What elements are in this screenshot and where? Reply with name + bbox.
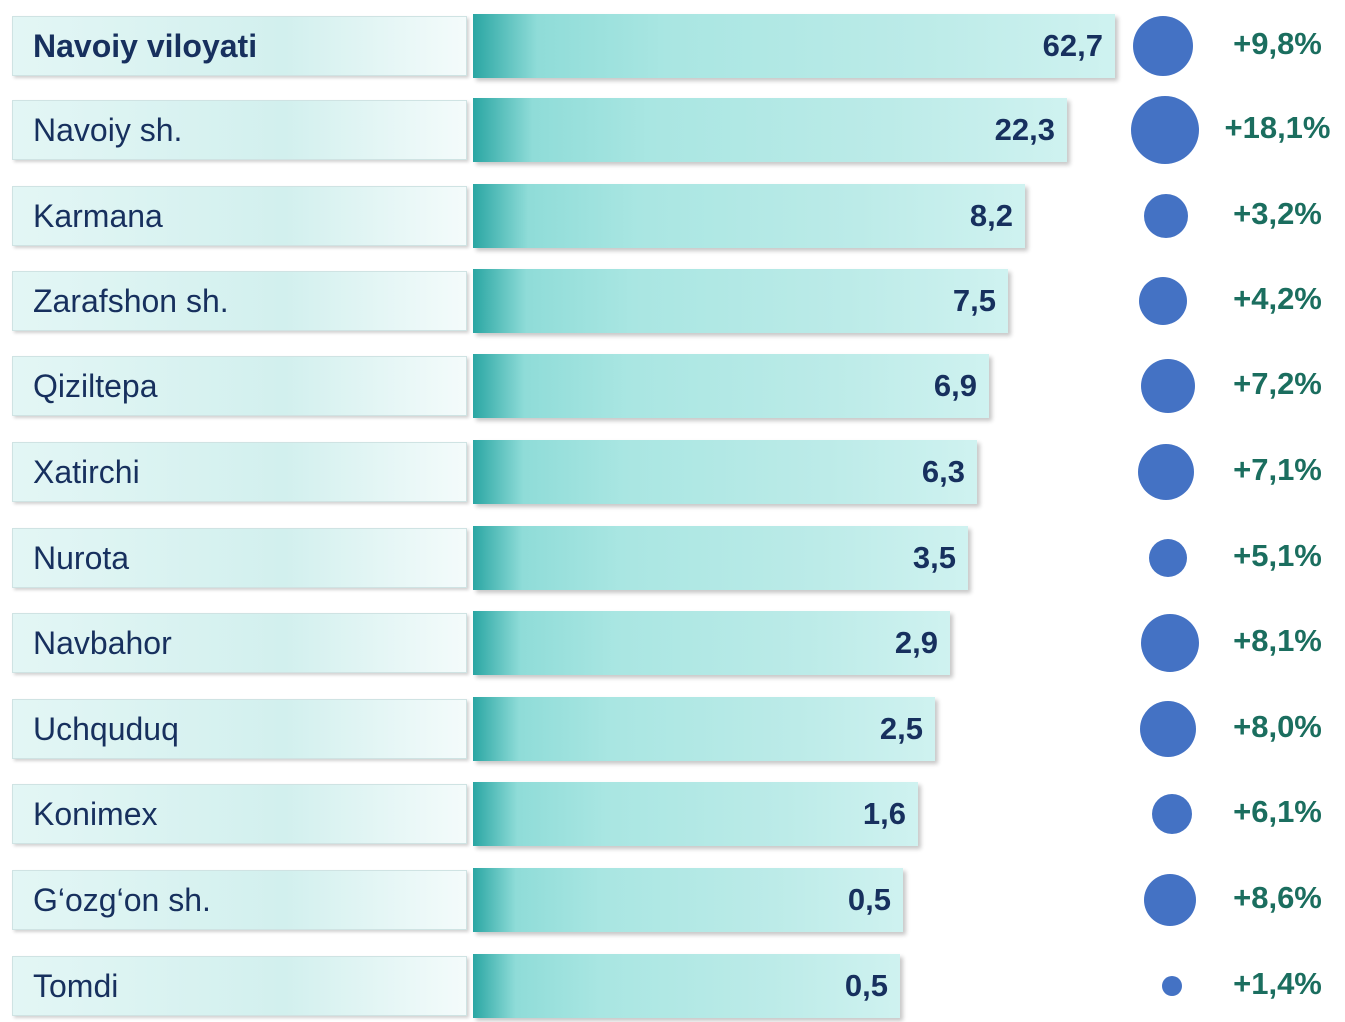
change-dot	[1141, 614, 1199, 672]
change-label: +18,1%	[1224, 110, 1331, 145]
change-dot	[1149, 539, 1187, 577]
row-label: Karmana	[12, 186, 467, 246]
bar: 0,5	[473, 954, 900, 1018]
change-dot	[1131, 96, 1199, 164]
row-label: Navoiy viloyati	[12, 16, 467, 76]
row-label: Navoiy sh.	[12, 100, 467, 160]
change-label: +7,1%	[1233, 452, 1322, 487]
bar: 2,9	[473, 611, 950, 675]
row-label: Tomdi	[12, 956, 467, 1016]
change-label: +8,0%	[1233, 709, 1322, 744]
change-label: +8,6%	[1233, 880, 1322, 915]
change-dot	[1144, 194, 1188, 238]
row-label: Konimex	[12, 784, 467, 844]
row-label: Xatirchi	[12, 442, 467, 502]
row: Konimex 1,6 +6,1%	[0, 780, 1345, 850]
row: G‘ozg‘on sh. 0,5 +8,6%	[0, 866, 1345, 936]
bar: 7,5	[473, 269, 1008, 333]
change-dot	[1141, 359, 1195, 413]
bar: 6,3	[473, 440, 977, 504]
bar: 6,9	[473, 354, 989, 418]
row: Karmana 8,2 +3,2%	[0, 182, 1345, 252]
change-dot	[1152, 794, 1192, 834]
change-label: +3,2%	[1233, 196, 1322, 231]
bar: 0,5	[473, 868, 903, 932]
change-dot	[1139, 277, 1187, 325]
row: Qiziltepa 6,9 +7,2%	[0, 352, 1345, 422]
row: Navoiy viloyati 62,7 +9,8%	[0, 12, 1345, 82]
row: Navoiy sh. 22,3 +18,1%	[0, 96, 1345, 166]
change-label: +8,1%	[1233, 623, 1322, 658]
bar: 1,6	[473, 782, 918, 846]
row: Zarafshon sh. 7,5 +4,2%	[0, 267, 1345, 337]
bar: 8,2	[473, 184, 1025, 248]
change-dot	[1162, 976, 1182, 996]
bar: 2,5	[473, 697, 935, 761]
change-dot	[1138, 444, 1194, 500]
row-label: Nurota	[12, 528, 467, 588]
row: Nurota 3,5 +5,1%	[0, 524, 1345, 594]
row-label: Zarafshon sh.	[12, 271, 467, 331]
change-dot	[1133, 16, 1193, 76]
row: Xatirchi 6,3 +7,1%	[0, 438, 1345, 508]
bar: 22,3	[473, 98, 1067, 162]
change-label: +7,2%	[1233, 366, 1322, 401]
row-label: Uchquduq	[12, 699, 467, 759]
change-label: +6,1%	[1233, 794, 1322, 829]
row: Tomdi 0,5 +1,4%	[0, 952, 1345, 1022]
bar: 3,5	[473, 526, 968, 590]
row-label: Qiziltepa	[12, 356, 467, 416]
change-label: +4,2%	[1233, 281, 1322, 316]
row: Navbahor 2,9 +8,1%	[0, 609, 1345, 679]
bar: 62,7	[473, 14, 1115, 78]
change-label: +1,4%	[1233, 966, 1322, 1001]
change-label: +9,8%	[1233, 26, 1322, 61]
change-label: +5,1%	[1233, 538, 1322, 573]
row: Uchquduq 2,5 +8,0%	[0, 695, 1345, 765]
change-dot	[1144, 874, 1196, 926]
change-dot	[1140, 701, 1196, 757]
row-label: Navbahor	[12, 613, 467, 673]
row-label: G‘ozg‘on sh.	[12, 870, 467, 930]
